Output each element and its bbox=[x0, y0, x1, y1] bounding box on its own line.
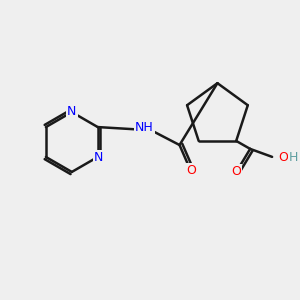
Text: O: O bbox=[278, 152, 288, 164]
Text: O: O bbox=[231, 165, 241, 178]
Text: H: H bbox=[289, 152, 298, 164]
Text: N: N bbox=[67, 105, 76, 118]
Text: O: O bbox=[187, 164, 196, 177]
Text: NH: NH bbox=[135, 121, 154, 134]
Text: N: N bbox=[94, 152, 104, 164]
